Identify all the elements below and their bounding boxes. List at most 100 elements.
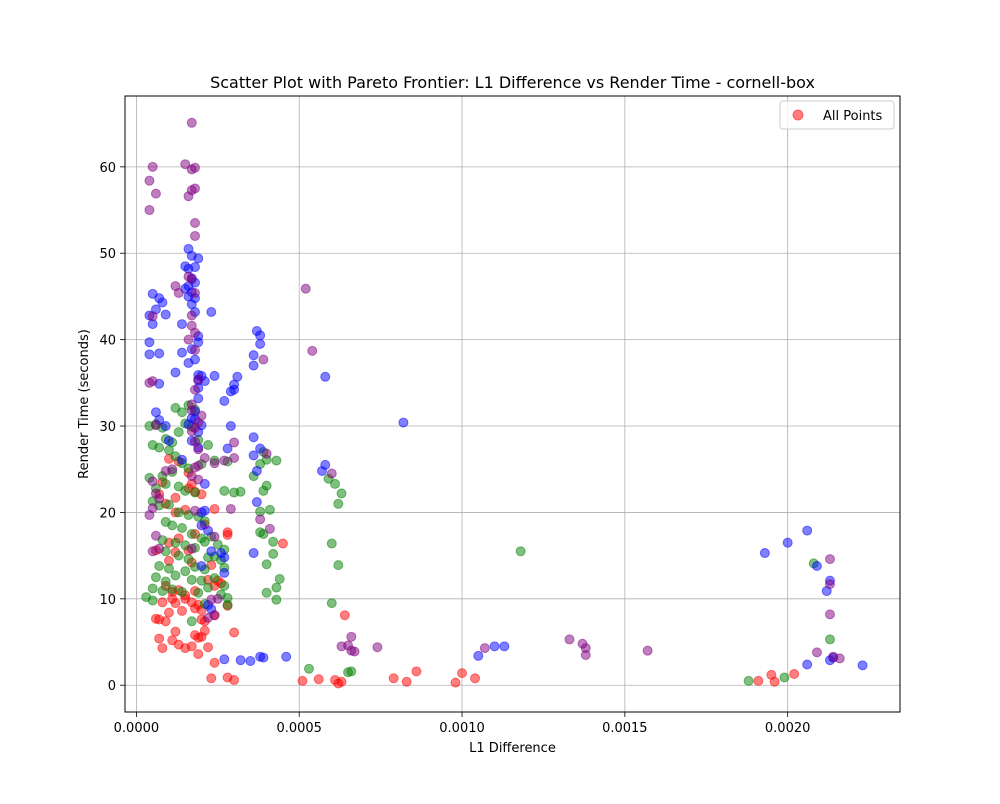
data-point (176, 347, 187, 358)
data-point (190, 262, 201, 273)
data-point (147, 583, 158, 594)
data-point (160, 478, 171, 489)
y-tick-label: 50 (99, 247, 116, 262)
data-point (255, 338, 266, 349)
x-tick-label: 0.0000 (114, 721, 160, 736)
data-point (203, 525, 214, 536)
data-point (225, 421, 236, 432)
data-point (150, 530, 161, 541)
data-point (251, 497, 262, 508)
data-point (190, 384, 201, 395)
data-point (176, 522, 187, 533)
data-point (180, 566, 191, 577)
legend-box (779, 100, 895, 130)
data-point (209, 573, 220, 584)
data-point (173, 287, 184, 298)
data-point (802, 525, 813, 536)
data-point (186, 529, 197, 540)
data-point (186, 543, 197, 554)
data-point (209, 370, 220, 381)
data-point (255, 514, 266, 525)
data-point (255, 443, 266, 454)
data-point (163, 563, 174, 574)
data-point (199, 536, 210, 547)
data-point (235, 486, 246, 497)
data-point (277, 538, 288, 549)
data-point (206, 673, 217, 684)
data-point (176, 586, 187, 597)
data-point (235, 655, 246, 666)
data-point (209, 503, 220, 514)
data-point (264, 523, 275, 534)
data-point (219, 567, 230, 578)
data-point (779, 672, 790, 683)
data-point (219, 580, 230, 591)
data-point (411, 666, 422, 677)
data-point (824, 579, 835, 590)
legend-label: All Points (823, 109, 883, 124)
data-point (173, 550, 184, 561)
data-point (190, 345, 201, 356)
data-point (190, 422, 201, 433)
data-point (183, 334, 194, 345)
data-point (160, 616, 171, 627)
data-point (326, 538, 337, 549)
data-point (147, 476, 158, 487)
data-point (258, 652, 269, 663)
data-point (811, 560, 822, 571)
data-point (219, 395, 230, 406)
data-point (248, 548, 259, 559)
data-point (163, 435, 174, 446)
data-point (782, 537, 793, 548)
data-point (193, 374, 204, 385)
data-point (163, 607, 174, 618)
data-point (274, 573, 285, 584)
data-point (271, 582, 282, 593)
data-point (196, 560, 207, 571)
data-point (222, 443, 233, 454)
data-point (196, 575, 207, 586)
data-point (268, 548, 279, 559)
data-point (470, 673, 481, 684)
data-point (219, 552, 230, 563)
data-point (147, 161, 158, 172)
data-point (150, 420, 161, 431)
data-point (372, 642, 383, 653)
chart-title: Scatter Plot with Pareto Frontier: L1 Di… (210, 73, 815, 92)
data-point (193, 460, 204, 471)
data-point (564, 634, 575, 645)
data-point (219, 654, 230, 665)
data-point (206, 546, 217, 557)
data-point (258, 529, 269, 540)
data-point (199, 625, 210, 636)
data-point (186, 574, 197, 585)
data-point (281, 651, 292, 662)
data-point (753, 675, 764, 686)
data-point (473, 650, 484, 661)
data-point (261, 587, 272, 598)
data-point (193, 474, 204, 485)
y-tick-label: 40 (99, 334, 116, 349)
data-point (190, 162, 201, 173)
grid-lines (125, 96, 900, 712)
data-point (157, 643, 168, 654)
x-axis-label: L1 Difference (469, 741, 556, 756)
data-point (248, 432, 259, 443)
data-point (170, 537, 181, 548)
legend-marker (792, 109, 804, 121)
data-point (229, 379, 240, 390)
data-point (196, 520, 207, 531)
data-point (209, 458, 220, 469)
data-point (190, 487, 201, 498)
data-point (333, 678, 344, 689)
data-point (150, 572, 161, 583)
data-point (154, 442, 165, 453)
data-point (346, 631, 357, 642)
data-point (313, 674, 324, 685)
data-point (186, 405, 197, 416)
data-point (190, 218, 201, 229)
data-point (154, 560, 165, 571)
data-point (398, 417, 409, 428)
data-point (167, 584, 178, 595)
